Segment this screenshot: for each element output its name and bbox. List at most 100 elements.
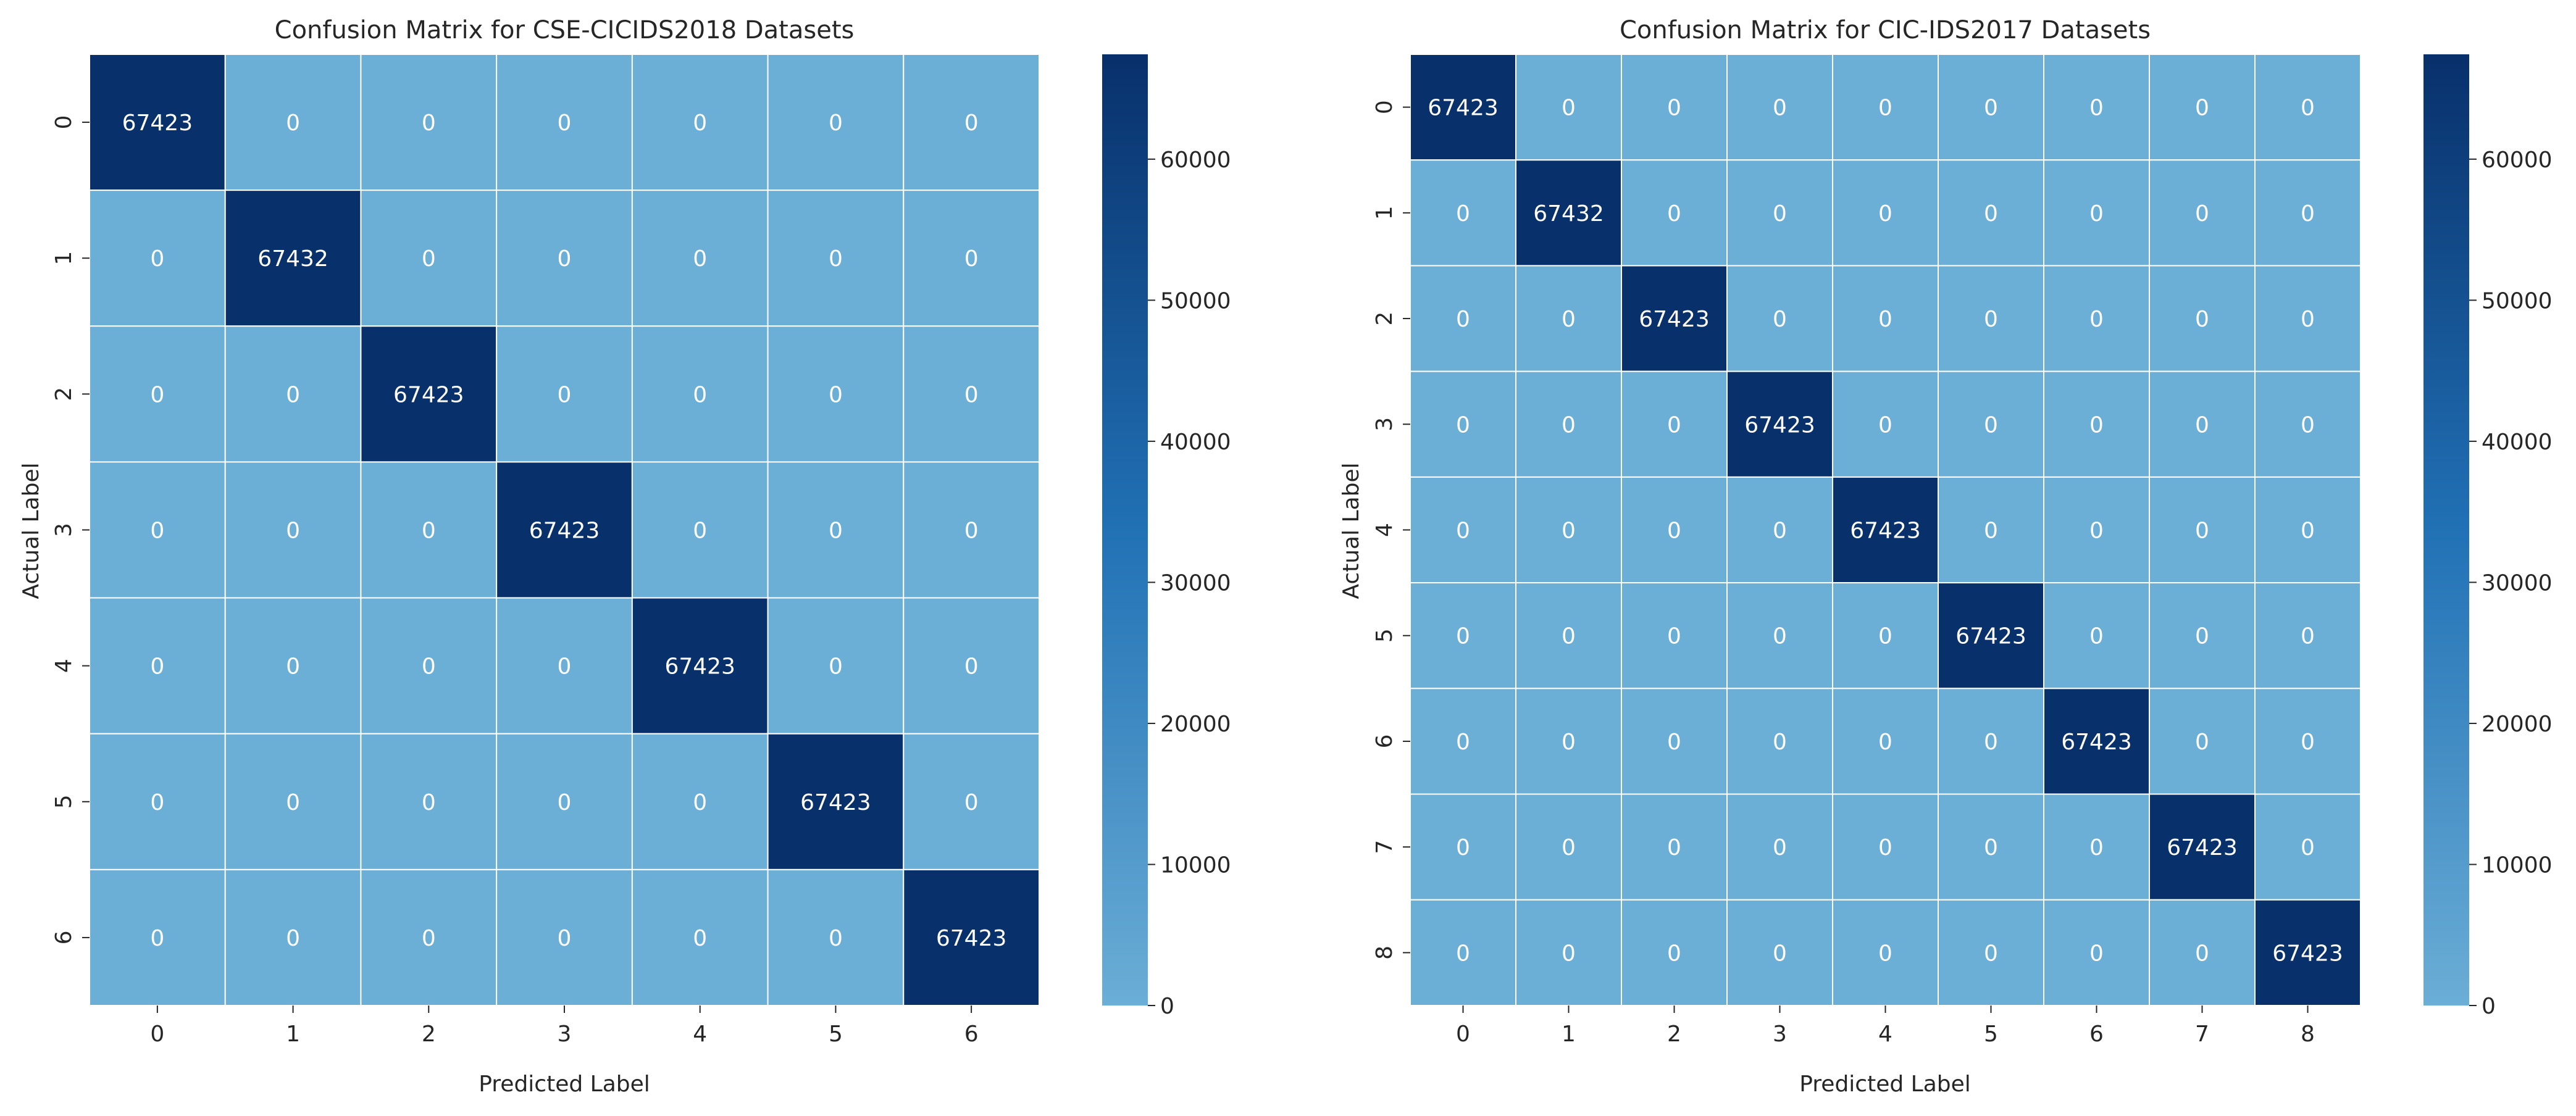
y-tick-label: 0 bbox=[1372, 100, 1397, 114]
heatmap-cell bbox=[89, 868, 226, 1007]
heatmap-cell bbox=[2149, 476, 2256, 584]
heatmap-cell bbox=[1832, 54, 1939, 161]
heatmap-cell bbox=[89, 733, 226, 870]
cell-value-label: 0 bbox=[1878, 730, 1892, 755]
cell-value-label: 0 bbox=[1984, 941, 1998, 966]
colorbar-tick-label: 0 bbox=[1160, 994, 1174, 1019]
heatmap-cell bbox=[2149, 899, 2256, 1007]
cell-value-label: 0 bbox=[1984, 201, 1998, 227]
cell-value-label: 0 bbox=[1667, 201, 1681, 227]
heatmap-cell bbox=[89, 461, 226, 599]
heatmap-cell bbox=[1410, 793, 1516, 901]
heatmap-cell bbox=[496, 733, 633, 870]
x-tick-label: 7 bbox=[2195, 1022, 2209, 1047]
chart-title: Confusion Matrix for CIC-IDS2017 Dataset… bbox=[1620, 16, 2151, 44]
cell-value-label: 0 bbox=[829, 110, 843, 136]
cell-value-label: 0 bbox=[1456, 201, 1470, 227]
heatmap-cell bbox=[2254, 159, 2361, 267]
colorbar: 0 10000 20000 30000 40000 50000 60000 bbox=[1102, 54, 1231, 1019]
cell-value-label: 0 bbox=[2089, 201, 2104, 227]
heatmap-cell bbox=[224, 733, 362, 870]
cell-value-label: 0 bbox=[286, 654, 300, 680]
cell-value-label: 0 bbox=[2301, 201, 2315, 227]
cell-value-label: 0 bbox=[150, 926, 164, 951]
y-tick-label: 3 bbox=[51, 523, 77, 537]
cell-value-label: 0 bbox=[2089, 941, 2104, 966]
cell-value-label: 0 bbox=[2195, 730, 2209, 755]
heatmap-cell bbox=[2254, 476, 2361, 584]
y-tick-label: 2 bbox=[1372, 312, 1397, 326]
cell-value-label: 0 bbox=[1984, 412, 1998, 438]
cell-value-label: 0 bbox=[286, 110, 300, 136]
heatmap-cell bbox=[2149, 793, 2256, 901]
cell-value-label: 67423 bbox=[2061, 730, 2132, 755]
y-tick-label: 3 bbox=[1372, 417, 1397, 431]
heatmap-cell bbox=[2043, 159, 2150, 267]
cell-value-label: 0 bbox=[1773, 624, 1787, 649]
cell-value-label: 67423 bbox=[1955, 624, 2026, 649]
cell-value-label: 0 bbox=[2301, 96, 2315, 121]
cell-value-label: 0 bbox=[1456, 624, 1470, 649]
y-tick-label: 6 bbox=[51, 930, 77, 944]
cell-value-label: 0 bbox=[286, 382, 300, 407]
x-tick-label: 0 bbox=[150, 1022, 164, 1047]
heatmap-cell bbox=[1621, 159, 1728, 267]
heatmap-cell bbox=[496, 325, 633, 463]
cell-value-label: 67423 bbox=[122, 110, 193, 136]
heatmap-cell bbox=[903, 733, 1040, 870]
x-tick-label: 1 bbox=[1562, 1022, 1576, 1047]
cell-value-label: 0 bbox=[2195, 307, 2209, 332]
heatmap-cell bbox=[1832, 370, 1939, 478]
cell-value-label: 0 bbox=[1456, 941, 1470, 966]
cell-value-label: 0 bbox=[829, 654, 843, 680]
heatmap-cell bbox=[360, 597, 498, 735]
cell-value-label: 0 bbox=[1562, 412, 1576, 438]
cell-value-label: 67423 bbox=[936, 926, 1007, 951]
heatmap-cell bbox=[2043, 54, 2150, 161]
cell-value-label: 0 bbox=[286, 518, 300, 544]
heatmap-cell bbox=[360, 54, 498, 191]
heatmap-cell bbox=[1515, 688, 1622, 795]
cell-value-label: 0 bbox=[693, 382, 707, 407]
x-tick-label: 5 bbox=[1984, 1022, 1998, 1047]
x-axis-ticks: 0 1 2 3 4 5 6 7 8 bbox=[1456, 1006, 2315, 1047]
heatmap-cell bbox=[1832, 159, 1939, 267]
heatmap-cell bbox=[631, 868, 769, 1007]
x-axis-label: Predicted Label bbox=[479, 1072, 650, 1097]
cell-value-label: 67423 bbox=[1639, 307, 1710, 332]
heatmap-cell bbox=[631, 733, 769, 870]
heatmap-cell bbox=[1938, 265, 2044, 372]
cell-value-label: 67432 bbox=[257, 246, 328, 272]
cell-value-label: 0 bbox=[1667, 412, 1681, 438]
colorbar-tick-label: 50000 bbox=[1160, 288, 1231, 314]
cell-value-label: 0 bbox=[558, 926, 572, 951]
cell-value-label: 0 bbox=[964, 110, 979, 136]
cell-value-label: 0 bbox=[693, 110, 707, 136]
heatmap-cell bbox=[2043, 370, 2150, 478]
x-tick-label: 0 bbox=[1456, 1022, 1470, 1047]
heatmap-cell bbox=[1621, 793, 1728, 901]
cell-value-label: 0 bbox=[1773, 730, 1787, 755]
heatmap-cell bbox=[2254, 370, 2361, 478]
colorbar-tick-label: 0 bbox=[2482, 994, 2496, 1019]
heatmap-cell bbox=[1832, 582, 1939, 689]
heatmap-cell bbox=[2149, 582, 2256, 689]
cell-value-label: 67423 bbox=[1744, 412, 1815, 438]
heatmap-cell bbox=[360, 189, 498, 327]
heatmap-cell bbox=[1832, 899, 1939, 1007]
cell-value-label: 0 bbox=[1562, 518, 1576, 544]
cell-value-label: 0 bbox=[1667, 835, 1681, 860]
cell-value-label: 0 bbox=[693, 246, 707, 272]
heatmap-cell bbox=[903, 189, 1040, 327]
colorbar-tick-label: 10000 bbox=[2482, 852, 2553, 878]
cell-value-label: 0 bbox=[286, 926, 300, 951]
cell-value-label: 0 bbox=[1878, 941, 1892, 966]
cell-value-label: 0 bbox=[558, 382, 572, 407]
heatmap-cell bbox=[1515, 899, 1622, 1007]
x-tick-label: 2 bbox=[422, 1022, 436, 1047]
cell-value-label: 0 bbox=[2195, 941, 2209, 966]
colorbar-tick-label: 50000 bbox=[2482, 288, 2553, 314]
cell-value-label: 0 bbox=[1456, 307, 1470, 332]
heatmap-cell bbox=[496, 54, 633, 191]
heatmap-cell bbox=[767, 189, 905, 327]
